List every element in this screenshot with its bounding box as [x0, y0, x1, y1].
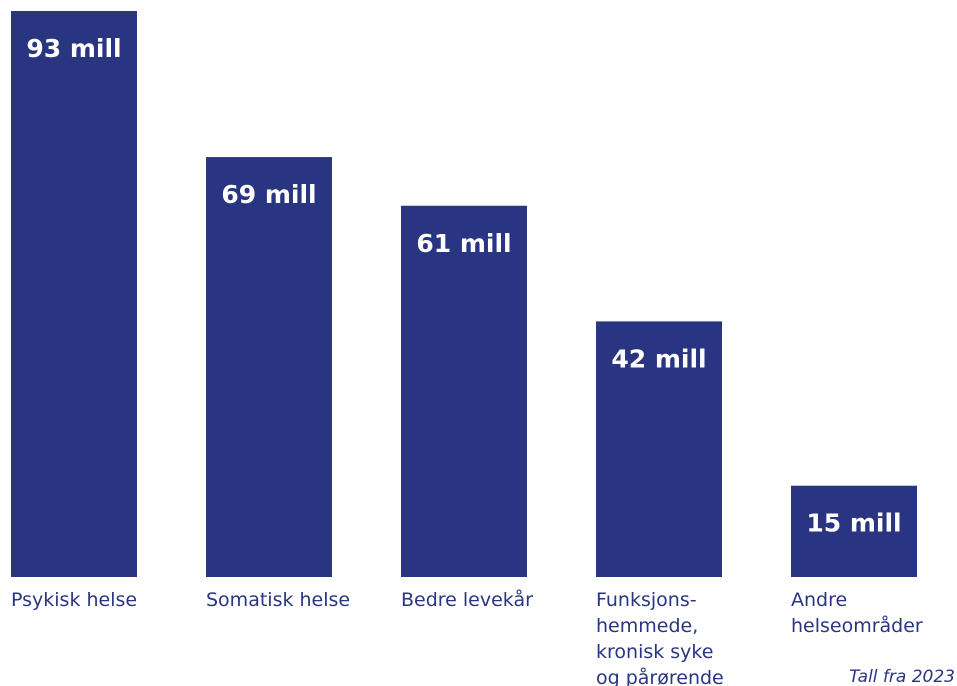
category-label-2: Somatisk helse [206, 589, 350, 611]
category-label-1: Psykisk helse [11, 589, 137, 611]
category-label-line: helseområder [791, 614, 923, 637]
category-label-line: hemmede, [596, 615, 698, 637]
bar-value-label-2: 69 mill [221, 180, 316, 209]
category-label-4: Funksjons-hemmede, kronisk syke og pårøren… [596, 589, 724, 686]
bar-4 [596, 321, 722, 577]
category-labels: Psykisk helse Somatisk helse Bedre levekår… [11, 588, 923, 686]
bar-1 [11, 11, 137, 577]
bar-value-label-3: 61 mill [416, 229, 511, 258]
category-label-line: Psykisk helse [11, 589, 137, 611]
category-label-line: Somatisk helse [206, 589, 350, 611]
bar-value-label-4: 42 mill [611, 344, 706, 373]
category-label-3: Bedre levekår [401, 588, 533, 611]
bars-group [11, 11, 917, 577]
category-label-line: Funksjons- [596, 589, 697, 611]
bar-value-label-1: 93 mill [26, 34, 121, 63]
category-label-line: kronisk syke [596, 641, 713, 663]
bar-5 [791, 485, 917, 577]
category-label-line: Bedre levekår [401, 588, 533, 611]
bar-3 [401, 205, 527, 577]
category-label-line: og pårørende [596, 666, 724, 686]
bar-2 [206, 157, 332, 577]
source-note: Tall fra 2023 [849, 667, 955, 686]
bar-value-labels: 93 mill 69 mill 61 mill 42 mill 15 mill [26, 34, 901, 538]
category-label-5: Andre helseområder [791, 589, 923, 637]
bar-value-label-5: 15 mill [806, 509, 901, 538]
category-label-line: Andre [791, 589, 847, 611]
